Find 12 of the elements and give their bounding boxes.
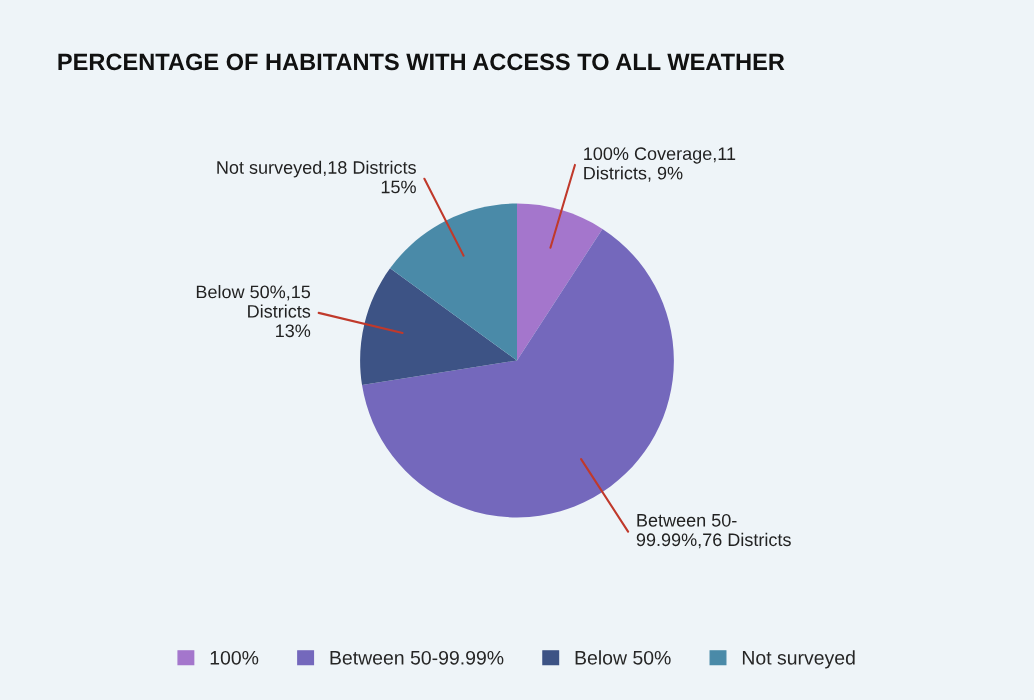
pie-slice — [517, 203, 603, 361]
legend-label: 100% — [210, 650, 259, 665]
data-label: Not surveyed,18 Districts 15% — [217, 160, 416, 194]
pie-slice — [390, 203, 517, 361]
pie-slice — [360, 268, 517, 386]
legend-label: Between 50-99.99% — [330, 650, 504, 665]
legend-label: Below 50% — [575, 650, 671, 665]
data-label: Below 50%,15 Districts 13% — [196, 285, 311, 338]
chart-title: PERCENTAGE OF HABITANTS WITH ACCESS TO ALL WEATHER — [58, 53, 785, 71]
legend-label: Not surveyed — [742, 650, 855, 669]
data-label: Between 50- 99.99%,76 Districts — [636, 513, 791, 549]
data-label: 100% Coverage,11 Districts, 9% — [584, 147, 736, 182]
